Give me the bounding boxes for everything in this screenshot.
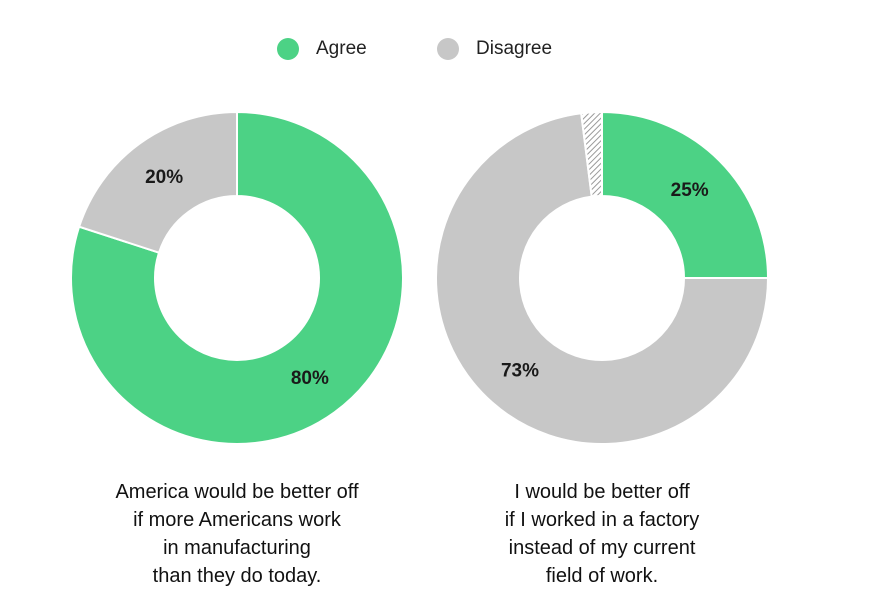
data-label-disagree: 20% — [145, 167, 183, 188]
slice-other — [580, 110, 603, 198]
slice-agree — [601, 110, 770, 279]
caption-line: in manufacturing — [163, 537, 311, 559]
legend: Agree Disagree — [0, 38, 875, 74]
legend-label-agree: Agree — [316, 38, 367, 59]
legend-item-disagree: Disagree — [437, 38, 552, 60]
legend-swatch-disagree — [437, 38, 459, 60]
legend-item-agree: Agree — [277, 38, 367, 60]
caption-chart-2: I would be better off if I worked in a f… — [437, 478, 767, 590]
caption-line: America would be better off — [115, 481, 359, 503]
data-label-agree: 80% — [291, 368, 329, 389]
caption-line: if more Americans work — [133, 509, 341, 531]
slice-agree — [70, 110, 404, 445]
donut-chart-1: 80% 20% — [70, 110, 404, 445]
legend-swatch-agree — [277, 38, 299, 60]
caption-line: if I worked in a factory — [504, 509, 700, 531]
caption-line: instead of my current — [508, 537, 696, 559]
slice-disagree — [435, 112, 770, 445]
caption-line: I would be better off — [514, 481, 690, 503]
donut-chart-2: 25% 73% — [435, 110, 770, 445]
caption-chart-1: America would be better off if more Amer… — [72, 478, 402, 590]
data-label-disagree: 73% — [501, 361, 539, 382]
data-label-agree: 25% — [671, 180, 709, 201]
legend-label-disagree: Disagree — [476, 38, 553, 59]
caption-line: field of work. — [545, 565, 659, 587]
caption-line: than they do today. — [152, 565, 322, 587]
slice-disagree — [77, 110, 238, 254]
